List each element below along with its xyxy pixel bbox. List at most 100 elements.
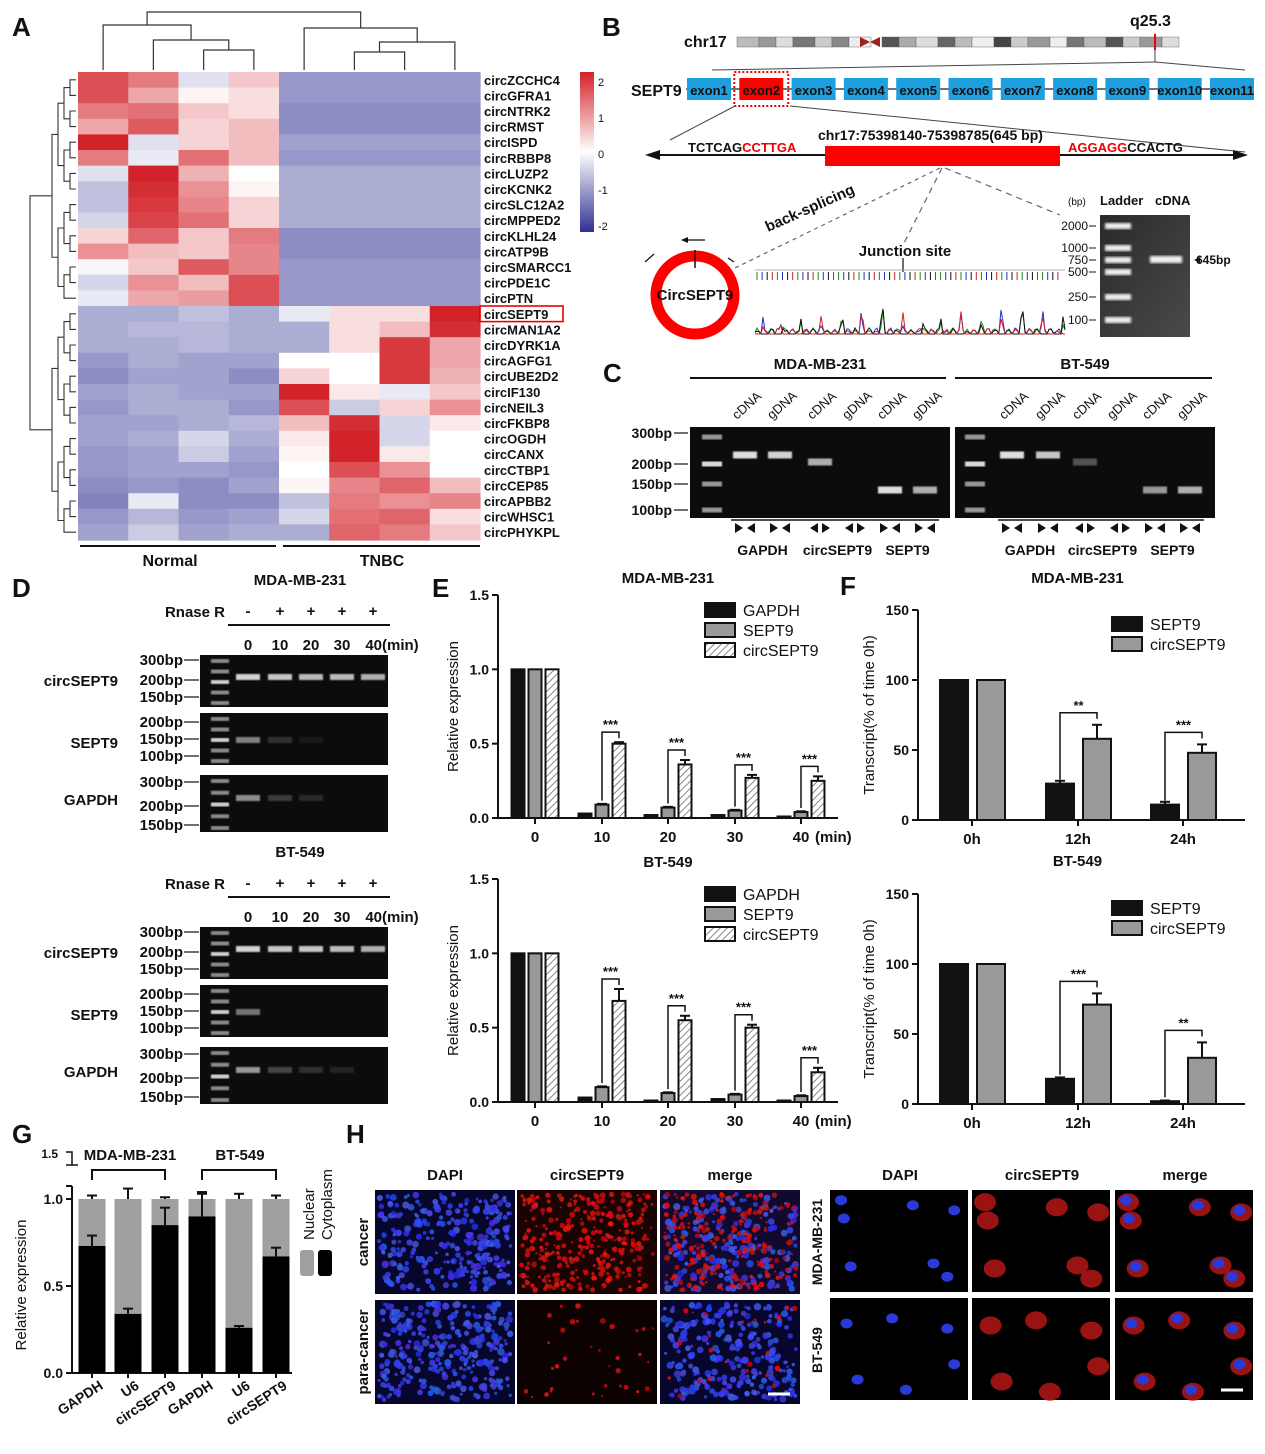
bar-cytoplasm-GAPDH: [188, 1216, 216, 1373]
nucleus: [718, 1272, 724, 1279]
signal: [663, 1231, 667, 1234]
tissue-image-1-1: [517, 1300, 657, 1404]
y-tick-label: 1.0: [470, 945, 490, 961]
nucleus: [493, 1216, 500, 1224]
signal: [680, 1287, 686, 1293]
heatmap-cell: [379, 306, 431, 323]
nucleus: [462, 1368, 467, 1372]
gel-band: [702, 434, 722, 440]
bar-circSEPT9-24h: [1187, 1056, 1217, 1106]
dashed-arrow: [944, 167, 1061, 216]
heatmap-cell: [379, 462, 431, 479]
nucleus: [690, 1351, 695, 1356]
nucleus: [694, 1386, 700, 1391]
x-tick-label: 20: [660, 829, 677, 846]
nucleus: [482, 1266, 486, 1270]
nucleus: [786, 1279, 794, 1288]
heatmap-cell: [379, 477, 431, 494]
nucleus: [729, 1323, 734, 1328]
heatmap-cell: [329, 306, 381, 323]
legend-swatch: [704, 642, 736, 658]
signal: [638, 1352, 642, 1357]
nucleus: [669, 1308, 675, 1314]
nucleus: [786, 1365, 790, 1369]
nucleus: [470, 1370, 474, 1374]
nucleus: [484, 1312, 492, 1320]
treatment-sign: +: [307, 603, 316, 620]
nucleus: [449, 1242, 456, 1249]
nucleus: [727, 1309, 733, 1316]
nucleus: [473, 1349, 479, 1355]
signal: [629, 1248, 634, 1253]
nucleus: [473, 1392, 478, 1398]
exon-label: exon5: [899, 83, 937, 98]
heatmap-cell: [329, 87, 381, 104]
bar-SEPT9-0: [527, 668, 543, 819]
gel-band: [211, 941, 229, 946]
nucleus: [486, 1229, 491, 1234]
gel-image: [200, 775, 388, 832]
nucleus: [676, 1376, 682, 1382]
heatmap-cell: [128, 259, 180, 276]
gel-band: [1073, 458, 1097, 466]
signal: [638, 1248, 641, 1252]
exon-box: [948, 78, 993, 100]
ladder-band: [1105, 294, 1131, 300]
nucleus: [482, 1276, 490, 1285]
signal: [595, 1198, 602, 1205]
nucleus: [756, 1343, 761, 1347]
nucleus: [705, 1236, 711, 1242]
gel-band: [211, 1031, 229, 1035]
tissue-image-0-1: [517, 1190, 657, 1294]
nucleus: [502, 1195, 507, 1200]
nucleus: [434, 1205, 442, 1213]
signal: [671, 1217, 678, 1224]
heatmap-row-label: circRMST: [484, 120, 544, 135]
signal: [547, 1341, 551, 1345]
signal: [690, 1257, 694, 1262]
nucleus: [701, 1335, 709, 1343]
nucleus: [405, 1323, 410, 1327]
nucleus: [384, 1358, 391, 1365]
nucleus: [483, 1269, 489, 1275]
chromosome-band: [937, 36, 956, 48]
exon-box: [791, 78, 836, 100]
nucleus: [421, 1378, 427, 1384]
gel-band: [299, 795, 323, 801]
nucleus: [716, 1313, 722, 1319]
nucleus: [460, 1385, 467, 1393]
nucleus: [745, 1218, 753, 1226]
exon-label: exon10: [1157, 83, 1202, 98]
signal: [720, 1199, 724, 1203]
nucleus: [709, 1388, 715, 1394]
signal: [697, 1251, 701, 1254]
nucleus: [468, 1385, 474, 1391]
signal: [543, 1287, 547, 1291]
heatmap-cell: [178, 321, 230, 338]
nucleus: [494, 1300, 502, 1308]
cell-nucleus: [1233, 1205, 1246, 1216]
heatmap-cell: [279, 321, 330, 338]
nucleus: [730, 1320, 735, 1325]
y-tick-label: 50: [893, 742, 909, 758]
signal: [591, 1216, 596, 1221]
nucleus: [721, 1263, 728, 1270]
nucleus: [380, 1395, 384, 1399]
chromatogram-trace: [754, 308, 1066, 335]
nucleus: [691, 1250, 697, 1256]
nucleus: [392, 1233, 396, 1237]
heatmap-cell: [78, 493, 129, 510]
signal: [758, 1281, 765, 1288]
lane-label: gDNA: [1174, 388, 1210, 423]
signal: [644, 1205, 648, 1209]
signal: [591, 1392, 595, 1396]
signal: [679, 1215, 684, 1220]
nucleus: [729, 1279, 734, 1284]
bar-circSEPT9-40: [810, 779, 826, 819]
nucleus: [400, 1369, 406, 1375]
nucleus: [383, 1376, 389, 1382]
heatmap-cell: [279, 243, 330, 260]
nucleus: [411, 1331, 417, 1337]
zoom-line: [711, 61, 1156, 71]
nucleus: [505, 1376, 510, 1381]
